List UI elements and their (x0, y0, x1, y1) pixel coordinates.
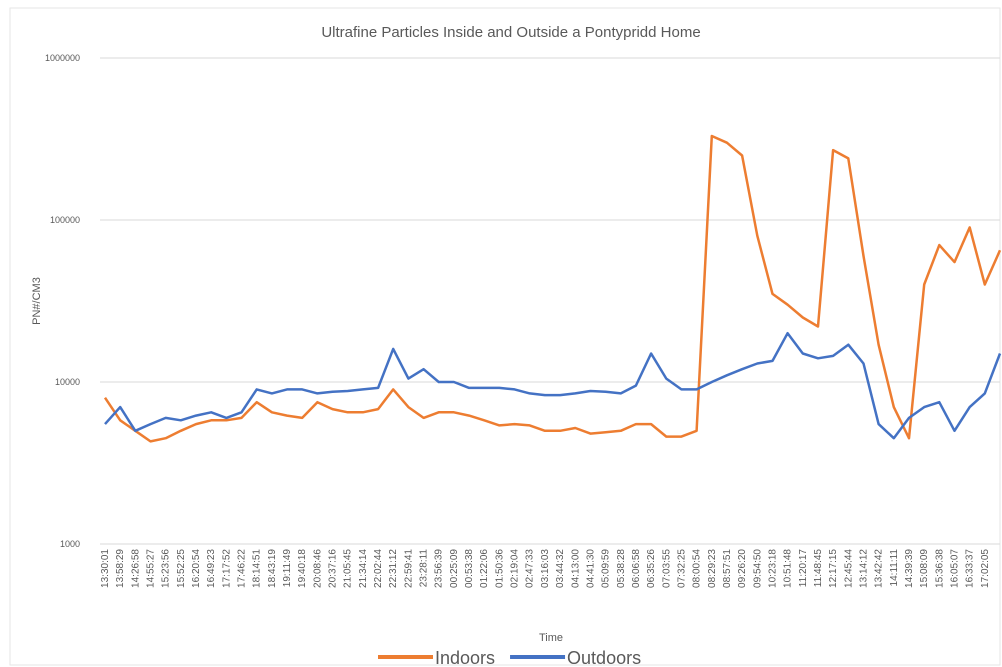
y-axis-label: PN#/CM3 (31, 277, 43, 325)
x-tick-label: 23:28:11 (419, 549, 430, 588)
x-tick-label: 21:05:45 (343, 549, 354, 588)
x-tick-label: 04:41:30 (585, 549, 596, 588)
x-tick-label: 13:30:01 (100, 549, 111, 588)
x-tick-label: 06:06:58 (631, 549, 642, 588)
x-tick-label: 14:11:11 (889, 549, 900, 587)
x-tick-label: 13:42:42 (874, 549, 885, 588)
x-tick-label: 02:19:04 (510, 549, 521, 588)
x-tick-label: 15:36:38 (934, 549, 945, 588)
y-tick-label: 1000 (60, 539, 80, 549)
legend-label: Indoors (435, 648, 495, 667)
x-tick-label: 00:53:38 (464, 549, 475, 588)
x-tick-label: 08:00:54 (692, 549, 703, 588)
x-tick-label: 09:54:50 (752, 549, 763, 588)
y-tick-label: 10000 (55, 377, 80, 387)
x-tick-label: 18:14:51 (252, 549, 263, 588)
chart-area (9, 7, 1001, 666)
x-tick-label: 05:09:59 (601, 549, 612, 588)
x-tick-label: 06:35:26 (646, 549, 657, 588)
chart-title: Ultrafine Particles Inside and Outside a… (321, 24, 700, 41)
x-tick-label: 16:33:37 (965, 549, 976, 588)
x-tick-label: 15:23:56 (161, 549, 172, 588)
x-tick-label: 14:39:39 (904, 549, 915, 588)
x-tick-label: 13:58:29 (115, 549, 126, 588)
x-tick-label: 22:31:12 (388, 549, 399, 588)
x-tick-label: 19:11:49 (282, 549, 293, 588)
x-tick-label: 00:25:09 (449, 549, 460, 588)
x-tick-label: 05:38:28 (616, 549, 627, 588)
x-tick-label: 15:52:25 (176, 549, 187, 588)
y-tick-label: 100000 (50, 215, 80, 225)
x-tick-label: 16:05:07 (949, 549, 960, 588)
x-tick-label: 20:37:16 (328, 549, 339, 588)
x-tick-label: 01:50:36 (494, 549, 505, 588)
x-axis-label: Time (539, 632, 563, 644)
x-tick-label: 04:13:00 (570, 549, 581, 588)
x-tick-label: 19:40:18 (297, 549, 308, 588)
x-tick-label: 12:17:15 (828, 549, 839, 588)
x-tick-label: 18:43:19 (267, 549, 278, 588)
x-tick-label: 17:17:52 (221, 549, 232, 588)
x-tick-label: 08:29:23 (707, 549, 718, 588)
data-line (103, 134, 1002, 443)
x-tick-label: 07:32:25 (676, 549, 687, 588)
x-tick-label: 10:23:18 (767, 549, 778, 588)
x-tick-label: 03:16:03 (540, 549, 551, 588)
x-tick-label: 07:03:55 (661, 549, 672, 588)
x-tick-label: 01:22:06 (479, 549, 490, 588)
x-tick-label: 16:49:23 (206, 549, 217, 588)
x-tick-label: 03:44:32 (555, 549, 566, 588)
x-tick-label: 21:34:14 (358, 549, 369, 588)
x-tick-label: 23:56:39 (434, 549, 445, 588)
y-tick-label: 1000000 (45, 53, 80, 63)
x-tick-label: 20:08:46 (312, 549, 323, 588)
x-tick-label: 02:47:33 (525, 549, 536, 588)
x-tick-label: 12:45:44 (843, 549, 854, 588)
x-tick-label: 13:14:12 (858, 549, 869, 588)
x-tick-label: 08:57:51 (722, 549, 733, 588)
legend-label: Outdoors (567, 648, 641, 667)
x-tick-label: 15:08:09 (919, 549, 930, 588)
x-tick-label: 22:02:44 (373, 549, 384, 588)
x-tick-label: 17:46:22 (237, 549, 248, 588)
x-tick-label: 14:55:27 (146, 549, 157, 588)
x-tick-label: 09:26:20 (737, 549, 748, 588)
x-tick-label: 14:26:58 (130, 549, 141, 588)
x-tick-label: 11:48:45 (813, 549, 824, 588)
x-tick-label: 10:51:48 (783, 549, 794, 588)
x-tick-label: 22:59:41 (403, 549, 414, 588)
x-tick-label: 17:02:05 (980, 549, 991, 588)
x-tick-label: 11:20:17 (798, 549, 809, 588)
data-line (104, 331, 1002, 440)
x-tick-label: 16:20:54 (191, 549, 202, 588)
